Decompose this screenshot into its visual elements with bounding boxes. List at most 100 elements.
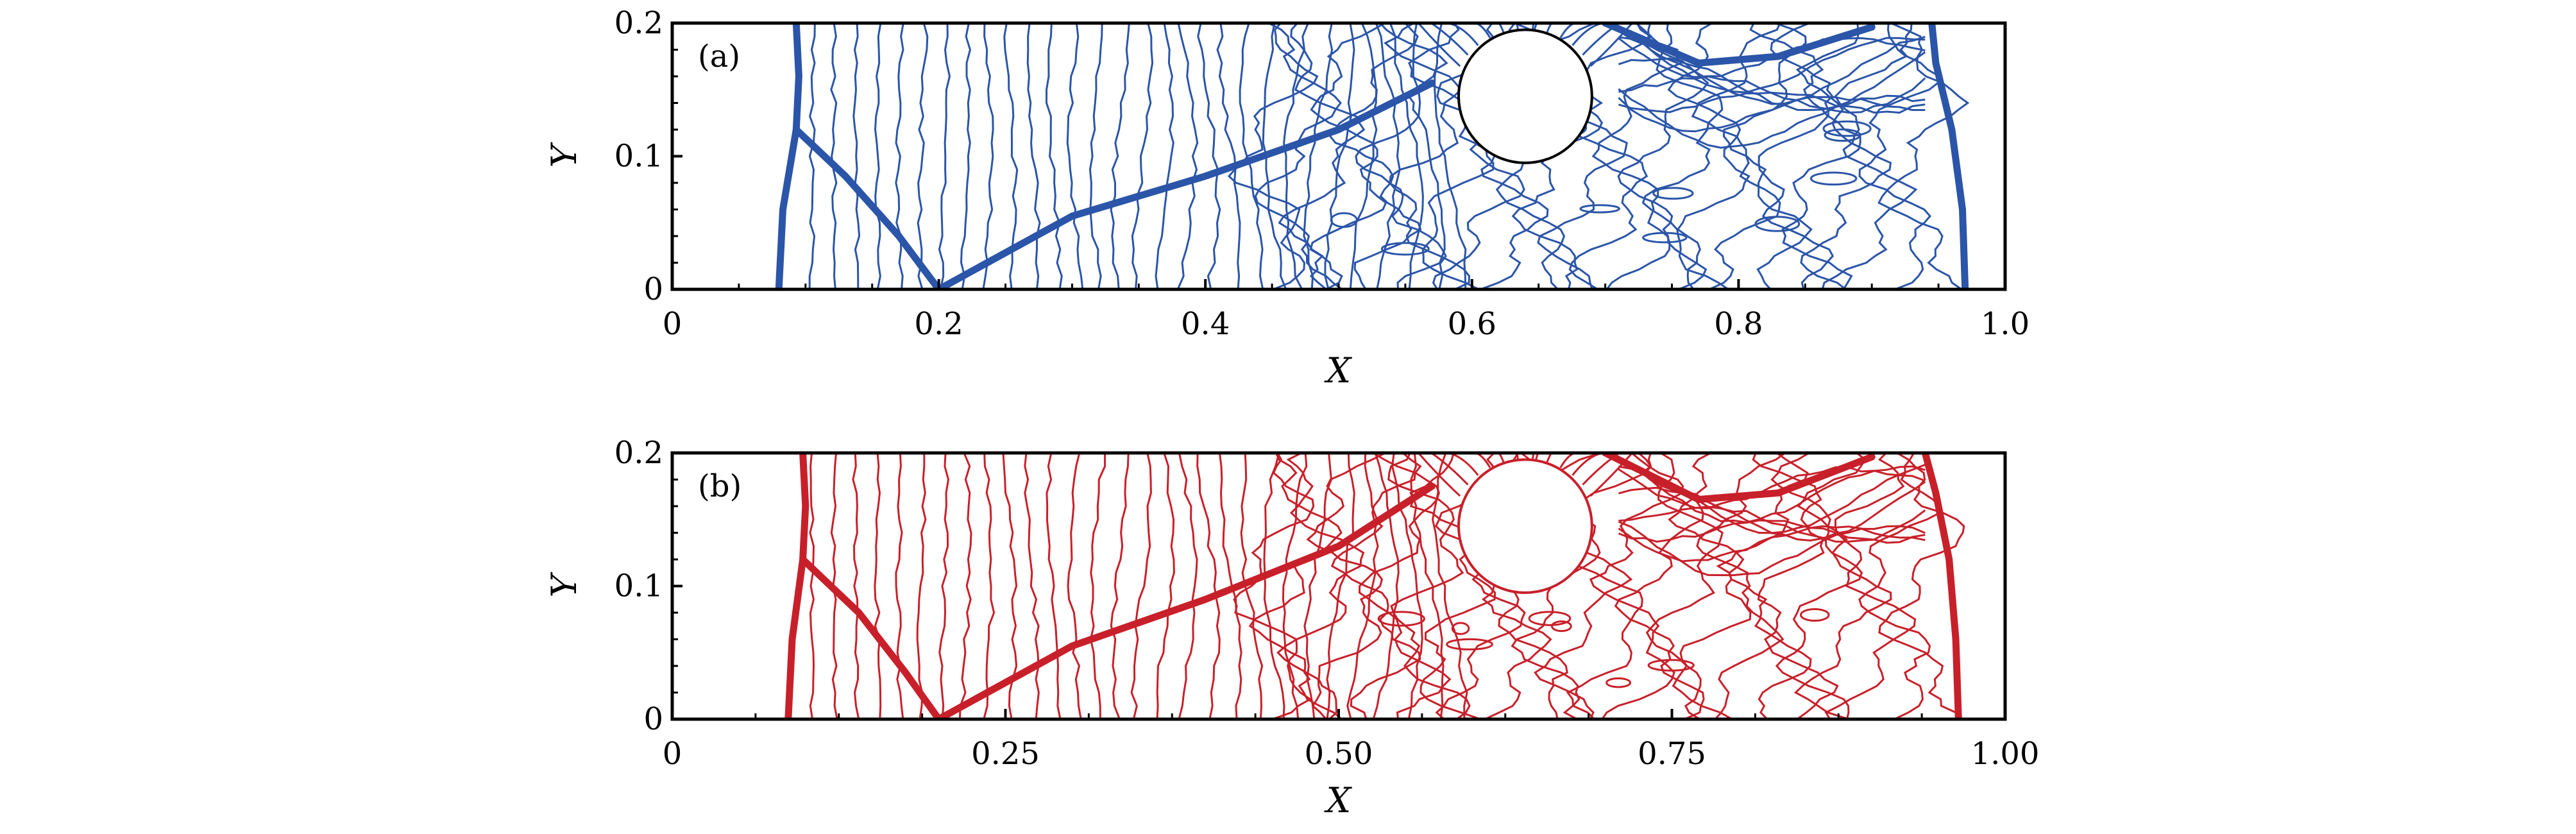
contour-line <box>1770 453 1863 719</box>
contour-line <box>1858 23 1941 289</box>
contour-line <box>1618 30 1926 94</box>
contour-line <box>1645 453 1733 719</box>
contour-line <box>1617 23 1709 289</box>
contour-line <box>1130 453 1152 719</box>
contour-line <box>874 453 882 719</box>
contour-line <box>1282 453 1308 719</box>
contour-line <box>1618 525 1926 563</box>
cylinder-obstacle <box>1457 458 1593 594</box>
contour-line <box>1066 23 1084 289</box>
contour-line <box>1722 23 1813 289</box>
contour-line <box>895 23 904 289</box>
contour-line <box>1067 453 1082 719</box>
contour-line <box>1278 23 1366 289</box>
contour-line <box>895 453 904 719</box>
contour-line <box>1566 453 1652 719</box>
shock-front <box>799 556 943 719</box>
contour-line <box>1384 23 1471 289</box>
contour-line <box>1328 23 1422 289</box>
x-axis-label: X <box>1324 780 1353 821</box>
contour-line <box>1131 23 1154 289</box>
contour-line <box>1418 23 1461 67</box>
x-tick-label: 0 <box>663 736 682 772</box>
contour-line <box>1618 96 1926 133</box>
contour-line <box>852 453 860 719</box>
shock-front <box>935 482 1436 719</box>
x-tick-label: 0.6 <box>1448 306 1496 342</box>
panel-label: (b) <box>698 468 741 504</box>
contour-loop <box>1528 611 1572 626</box>
x-tick-label: 0.2 <box>914 306 963 342</box>
contour-line <box>1618 506 1926 543</box>
contour-line <box>1387 453 1471 719</box>
contour-loop <box>1330 212 1358 228</box>
contour-loop <box>1606 677 1632 688</box>
contour-loop <box>1380 242 1430 256</box>
x-axis-label: X <box>1324 350 1353 391</box>
y-tick-label: 0 <box>643 701 663 737</box>
y-axis-label: Y <box>544 572 584 597</box>
contour-line <box>1434 23 1467 289</box>
contour-line <box>982 23 994 289</box>
contour-line <box>1408 23 1495 289</box>
x-tick-label: 0.25 <box>971 736 1040 772</box>
contour-line <box>1330 453 1422 719</box>
contour-line <box>1276 453 1365 719</box>
contour-loop <box>1652 187 1694 200</box>
x-tick-label: 0.4 <box>1181 306 1230 342</box>
contour-loop <box>1451 622 1470 635</box>
x-tick-label: 0.75 <box>1638 736 1706 772</box>
x-tick-label: 0 <box>663 306 682 342</box>
contour-line <box>874 23 882 289</box>
x-tick-label: 1.00 <box>1971 736 2040 772</box>
shock-front <box>784 453 809 719</box>
contour-loop <box>1579 204 1620 214</box>
panel-b: 0 0.25 0.50 0.75 1.00 0 0.1 0.2 X Y (b) <box>544 435 2039 821</box>
shock-front <box>1602 23 1876 67</box>
contour-line <box>983 453 996 719</box>
contour-line <box>1589 453 1684 719</box>
contour-line <box>1024 453 1040 719</box>
contour-line <box>1618 88 1926 149</box>
contour-line <box>1303 453 1333 719</box>
contour-line <box>1306 453 1386 719</box>
contour-lines <box>784 453 1965 719</box>
shock-front <box>775 23 802 289</box>
shock-front <box>1928 23 1969 289</box>
contour-loop <box>1754 216 1801 232</box>
contour-line <box>1430 23 1469 56</box>
contour-line <box>1878 453 1965 719</box>
contour-line <box>1309 23 1387 289</box>
contour-line <box>1155 23 1174 289</box>
shock-front <box>935 79 1436 289</box>
contour-line <box>1531 453 1538 461</box>
contour-line <box>1430 453 1469 486</box>
contour-line <box>1531 23 1538 31</box>
contour-line <box>1156 453 1175 719</box>
y-tick-label: 0.2 <box>614 5 663 41</box>
y-axis-label: Y <box>544 142 584 167</box>
contour-loop <box>1799 608 1830 622</box>
contour-line <box>1618 75 1926 114</box>
y-tick-label: 0.1 <box>614 568 663 604</box>
contour-line <box>1821 23 1918 289</box>
contour-line <box>1233 453 1315 719</box>
contour-line <box>1263 453 1285 719</box>
shock-front <box>1602 453 1876 504</box>
contour-line <box>1824 453 1917 719</box>
contour-line <box>1858 453 1942 719</box>
contour-line <box>1589 453 1633 497</box>
contour-line <box>1641 23 1729 289</box>
contour-line <box>1546 453 1561 463</box>
contour-line <box>1793 453 1892 719</box>
x-tick-label: 0.50 <box>1305 736 1373 772</box>
contour-loop <box>1377 611 1425 627</box>
y-tick-label: 0.1 <box>614 139 663 174</box>
contour-line <box>938 453 950 719</box>
contour-line <box>1618 520 1926 577</box>
contour-line <box>1324 23 1355 289</box>
contour-line <box>1372 453 1400 719</box>
contour-line <box>1283 23 1309 289</box>
contour-line <box>1618 466 1926 509</box>
